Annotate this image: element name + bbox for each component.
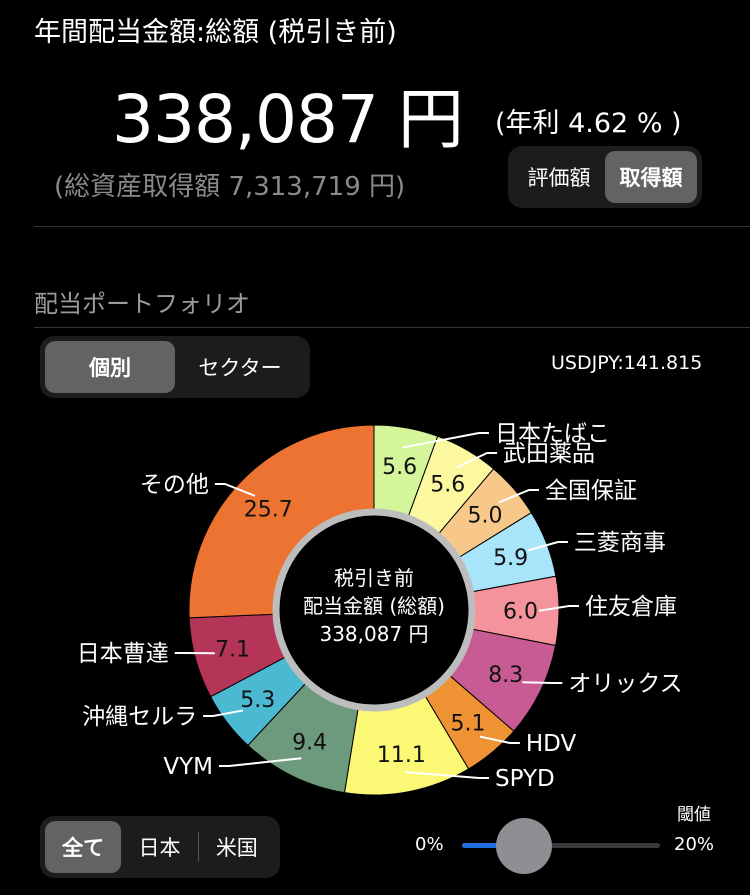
- portfolio-donut-chart: 5.65.65.05.96.08.35.111.19.45.37.125.7 日…: [77, 421, 683, 796]
- leader-line: [479, 735, 520, 744]
- slice-value: 5.0: [468, 503, 503, 528]
- slice-value: 5.3: [240, 688, 275, 713]
- view-option-sector[interactable]: セクター: [198, 356, 282, 380]
- fx-rate: USDJPY:141.815: [551, 352, 703, 374]
- donut-hole: [280, 516, 468, 704]
- region-option-all[interactable]: 全て: [45, 821, 122, 873]
- leader-line: [214, 483, 256, 497]
- center-label-2: 配当金額 (総額): [303, 594, 445, 618]
- slice-label: SPYD: [495, 766, 555, 792]
- total-dividend-amount: 338,087 円: [112, 81, 464, 158]
- donut-inner-ring: [272, 508, 476, 712]
- page-title: 年間配当金額:総額 (税引き前): [34, 17, 397, 48]
- view-toggle: 個別 セクター: [40, 336, 310, 398]
- slice-value: 25.7: [244, 498, 293, 523]
- slice-label: オリックス: [568, 671, 682, 697]
- slice-label: HDV: [526, 731, 577, 757]
- region-option-us[interactable]: 米国: [215, 836, 258, 860]
- leader-line: [219, 757, 302, 767]
- annual-yield: (年利 4.62 % ): [495, 108, 682, 139]
- divider: [34, 226, 750, 227]
- slice-value: 8.3: [488, 663, 523, 688]
- leader-line: [456, 452, 498, 469]
- threshold-slider-track[interactable]: [462, 843, 660, 848]
- slice-value: 5.1: [451, 711, 486, 736]
- slice-value: 11.1: [377, 743, 426, 768]
- valuation-option-cost[interactable]: 取得額: [605, 151, 697, 203]
- slice-label: 三菱商事: [574, 530, 666, 556]
- region-separator: [197, 832, 199, 862]
- slice-value: 5.6: [382, 455, 417, 480]
- slice-value: 7.1: [215, 637, 250, 662]
- valuation-option-market[interactable]: 評価額: [527, 166, 591, 190]
- leader-line: [522, 681, 563, 684]
- slice-label: 日本曹達: [77, 641, 169, 667]
- valuation-toggle: 評価額 取得額: [508, 146, 702, 208]
- threshold-slider-fill: [462, 843, 510, 848]
- slice-value: 5.9: [493, 546, 528, 571]
- region-option-japan[interactable]: 日本: [138, 836, 181, 860]
- center-label-1: 税引き前: [334, 566, 414, 590]
- slice-label: 武田薬品: [503, 441, 595, 467]
- slice-label: VYM: [163, 754, 213, 780]
- slice-value: 5.6: [430, 472, 465, 497]
- leader-line: [527, 541, 568, 552]
- view-option-individual[interactable]: 個別: [45, 341, 175, 393]
- slice-value: 9.4: [292, 731, 327, 756]
- slice-label: その他: [140, 472, 209, 498]
- slider-min-label: 0%: [415, 834, 444, 855]
- total-asset-cost: (総資産取得額 7,313,719 円): [54, 172, 406, 202]
- leader-line: [203, 709, 244, 717]
- threshold-label: 閾値: [677, 805, 711, 825]
- leader-line: [404, 771, 489, 779]
- leader-line: [498, 489, 540, 504]
- center-label-3: 338,087 円: [319, 622, 428, 646]
- leader-line: [538, 605, 579, 612]
- slider-max-label: 20%: [674, 834, 715, 855]
- region-toggle: 全て 日本 米国: [40, 816, 280, 878]
- section-title: 配当ポートフォリオ: [34, 290, 250, 318]
- leader-line: [402, 432, 489, 449]
- slice-label: 全国保証: [545, 478, 637, 504]
- divider: [34, 327, 750, 328]
- slice-label: 日本たばこ: [495, 421, 610, 447]
- threshold-slider-thumb[interactable]: [495, 818, 552, 874]
- slice-label: 住友倉庫: [585, 594, 677, 620]
- slice-label: 沖縄セルラ: [82, 704, 197, 730]
- slice-value: 6.0: [503, 600, 538, 625]
